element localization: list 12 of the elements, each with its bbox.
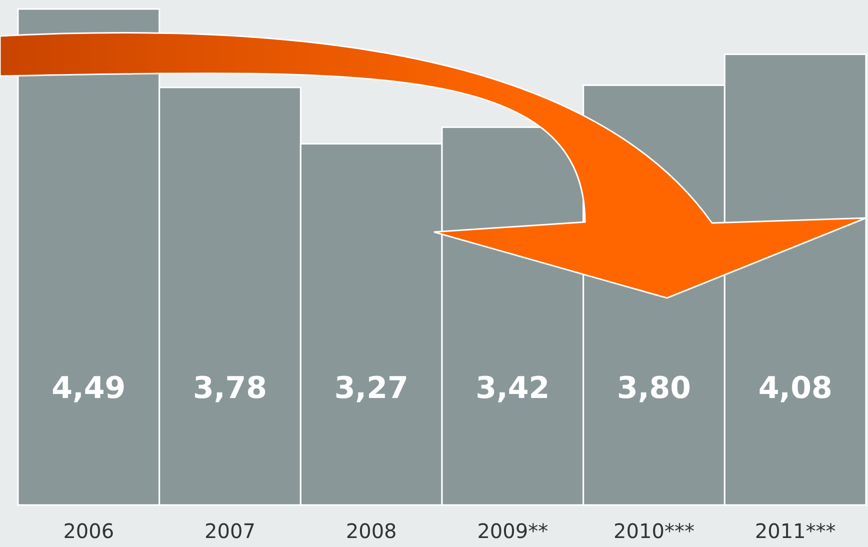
data-label: 4,08 — [758, 371, 832, 406]
x-tick-label: 2006 — [63, 519, 114, 543]
data-label: 3,42 — [476, 371, 550, 406]
x-tick-label: 2007 — [204, 519, 256, 543]
x-tick-label: 2011*** — [754, 519, 836, 543]
data-label: 4,49 — [52, 371, 126, 406]
data-label: 3,27 — [334, 371, 408, 406]
x-tick-label: 2010*** — [614, 519, 694, 543]
data-label: 3,80 — [616, 371, 692, 406]
data-label: 3,78 — [192, 371, 268, 406]
x-tick-label: 2009** — [477, 519, 548, 543]
x-tick-label: 2008 — [346, 519, 397, 543]
